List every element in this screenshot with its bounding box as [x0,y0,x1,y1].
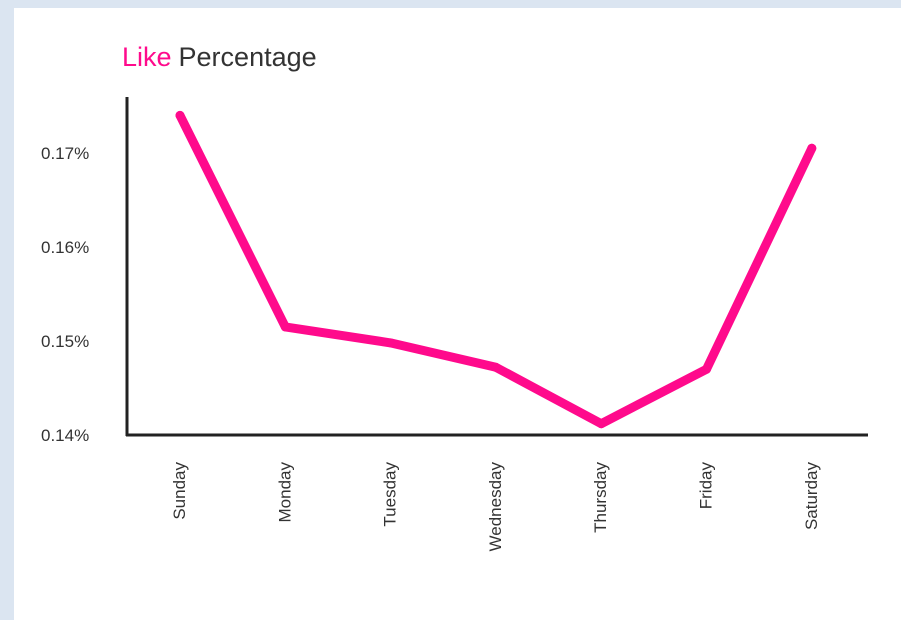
data-point [491,362,501,372]
x-category-label: Tuesday [381,462,400,527]
x-category-label: Monday [275,462,294,523]
x-category-label: Thursday [591,462,610,533]
data-point [386,338,396,348]
x-category-label: Friday [697,462,716,510]
data-point [596,419,606,429]
x-category-label: Sunday [170,462,189,520]
series-line [175,110,817,429]
chart-title-highlight: Like [122,42,172,72]
x-category-label: Saturday [802,462,821,531]
data-point [175,110,185,120]
series-group [175,110,817,429]
chart-title: Like Percentage [122,42,317,72]
chart-title-rest: Percentage [179,42,317,72]
data-point [280,322,290,332]
x-category-labels: Sunday Monday Tuesday Wednesday Thursday Frid… [170,462,821,552]
chart-frame [14,8,901,620]
data-point [807,143,817,153]
y-tick-label: 0.15% [41,332,89,351]
y-tick-label: 0.17% [41,144,89,163]
y-tick-labels: 0.14% 0.15% 0.16% 0.17% [41,144,89,445]
y-tick-label: 0.16% [41,238,89,257]
x-category-label: Wednesday [486,462,505,552]
y-tick-label: 0.14% [41,426,89,445]
data-point [702,364,711,374]
